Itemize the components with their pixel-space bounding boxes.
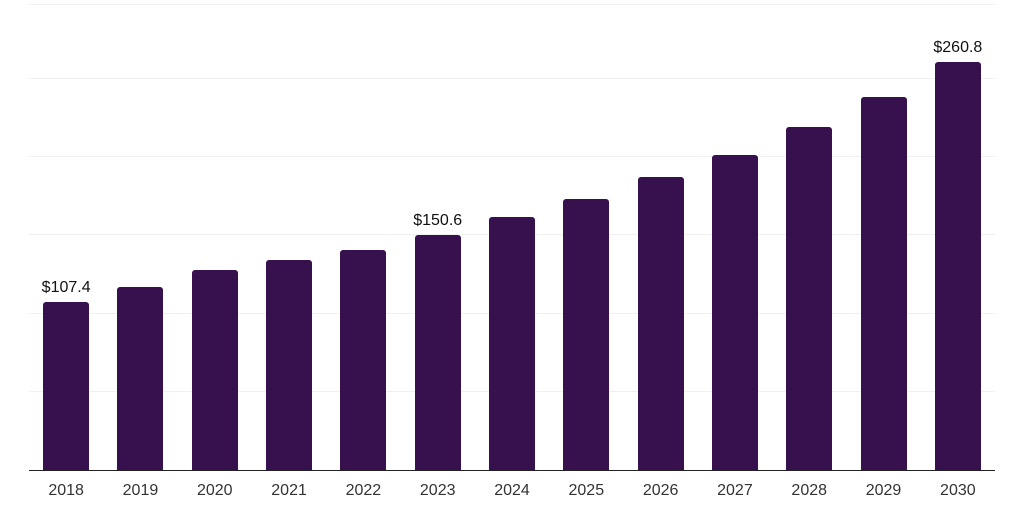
bar-2022 [340, 250, 387, 470]
x-axis-label-2027: 2027 [717, 482, 753, 499]
gridline-200 [29, 156, 995, 158]
x-axis-line [29, 469, 995, 471]
bar-2023 [414, 234, 461, 470]
x-axis-label-2022: 2022 [345, 482, 382, 499]
gridline-250 [29, 78, 995, 80]
bar-2029 [860, 96, 907, 470]
bar-2025 [563, 198, 610, 470]
x-axis-label-2025: 2025 [568, 482, 605, 499]
bar-2026 [637, 177, 684, 470]
bar-2020 [191, 269, 238, 470]
x-axis-label-2026: 2026 [642, 482, 679, 499]
bar-2028 [786, 127, 833, 470]
value-label-2023: $150.6 [413, 211, 463, 229]
bar-2019 [117, 286, 164, 470]
value-label-2030: $260.8 [933, 39, 983, 57]
x-axis-label-2023: 2023 [419, 482, 456, 499]
x-axis-label-2019: 2019 [122, 482, 159, 499]
x-axis-label-2020: 2020 [196, 482, 233, 499]
x-axis-label-2029: 2029 [865, 482, 902, 499]
bar-2021 [266, 260, 313, 470]
x-axis-label-2030: 2030 [940, 482, 976, 499]
x-axis-label-2021: 2021 [271, 482, 307, 499]
bar-2018 [43, 302, 90, 470]
value-label-2018: $107.4 [41, 279, 91, 297]
x-axis-label-2018: 2018 [48, 482, 84, 499]
x-axis-label-2028: 2028 [791, 482, 828, 499]
bar-2024 [489, 217, 535, 470]
plot-area: $107.4 $150.6 $260.8 [29, 4, 995, 471]
bar-2027 [711, 154, 758, 470]
x-axis-label-2024: 2024 [494, 482, 530, 499]
bar-2030 [934, 62, 981, 470]
